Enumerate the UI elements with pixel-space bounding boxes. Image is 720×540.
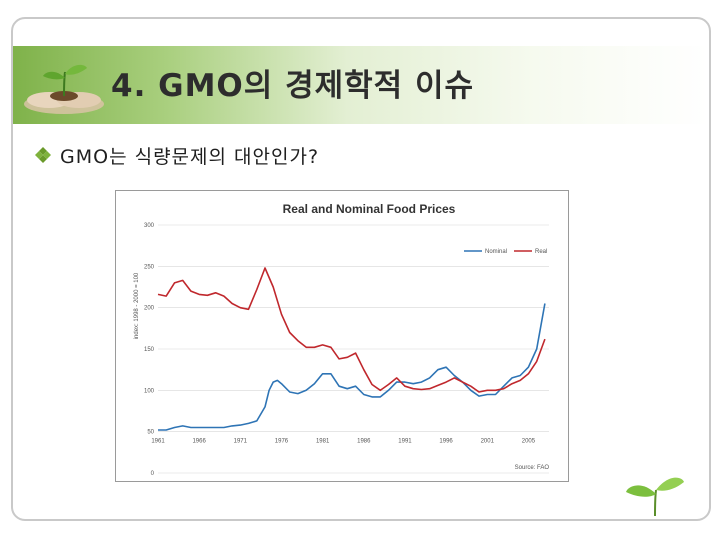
y-axis-label: index: 1998 - 2000 = 100	[134, 272, 140, 339]
chart-title: Real and Nominal Food Prices	[283, 202, 456, 216]
x-tick-label: 2001	[481, 439, 495, 445]
x-tick-label: 1991	[398, 439, 412, 445]
legend: Nominal Real	[464, 249, 547, 255]
x-tick-label: 1971	[234, 439, 248, 445]
grid-layer	[158, 224, 549, 474]
diamond-bullet-icon	[35, 147, 51, 163]
x-tick-label: 1996	[439, 439, 453, 445]
x-tick-label: 1961	[151, 439, 165, 445]
bullet-item: GMO는 식량문제의 대안인가?	[34, 142, 319, 168]
series-layer	[157, 267, 546, 431]
tick-layer: 0 50 100 150 200 250 300 1961 1966 1971 1976 1981 19…	[144, 223, 536, 477]
x-tick-label: 2005	[522, 439, 536, 445]
title-bar: 4. GMO의 경제학적 이슈	[13, 46, 709, 124]
hands-sprout-logo	[24, 64, 104, 114]
legend-label-nominal: Nominal	[485, 249, 507, 255]
x-tick-label: 1976	[275, 439, 289, 445]
y-tick-label: 200	[144, 306, 155, 312]
legend-label-real: Real	[535, 249, 547, 255]
y-tick-label: 50	[147, 430, 154, 436]
chart-canvas: Real and Nominal Food Prices index: 1998…	[134, 202, 550, 477]
slide-title: 4. GMO의 경제학적 이슈	[111, 68, 475, 104]
y-tick-label: 300	[144, 223, 155, 229]
y-tick-label: 250	[144, 264, 155, 270]
source-label: Source: FAO	[515, 465, 550, 471]
y-tick-label: 100	[144, 388, 155, 394]
x-tick-label: 1981	[316, 439, 330, 445]
x-tick-label: 1986	[357, 439, 371, 445]
y-tick-label: 150	[144, 347, 155, 353]
series-line-nominal	[158, 303, 546, 431]
series-line-real	[157, 267, 546, 393]
bullet-text: GMO는 식량문제의 대안인가?	[60, 145, 320, 168]
food-price-chart: Real and Nominal Food Prices index: 1998…	[115, 190, 569, 482]
sprout-icon	[626, 477, 684, 516]
x-tick-label: 1966	[192, 439, 206, 445]
y-tick-label: 0	[151, 471, 155, 477]
